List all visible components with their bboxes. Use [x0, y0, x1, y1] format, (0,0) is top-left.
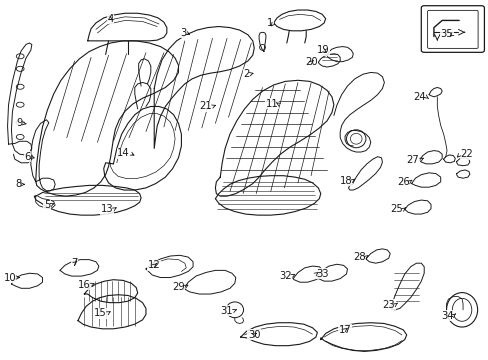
Text: 24: 24: [413, 92, 425, 102]
Text: 32: 32: [279, 271, 291, 281]
Text: 30: 30: [247, 330, 260, 340]
Text: 18: 18: [339, 176, 352, 186]
Text: 12: 12: [147, 260, 160, 270]
Text: 27: 27: [406, 155, 419, 165]
Text: 25: 25: [390, 204, 403, 215]
Text: 2: 2: [243, 69, 249, 79]
Text: 26: 26: [396, 177, 409, 187]
Text: 3: 3: [180, 28, 186, 38]
Text: 9: 9: [17, 118, 23, 128]
Text: 13: 13: [101, 204, 113, 215]
Text: 14: 14: [117, 148, 130, 158]
Text: 35: 35: [440, 29, 452, 39]
Text: 15: 15: [94, 309, 107, 318]
Text: 8: 8: [15, 179, 21, 189]
Text: 6: 6: [24, 152, 31, 162]
Text: 11: 11: [265, 99, 278, 109]
Text: 20: 20: [304, 57, 317, 67]
Text: 23: 23: [382, 300, 394, 310]
Text: 17: 17: [338, 325, 351, 335]
Text: 5: 5: [44, 200, 50, 210]
Text: 31: 31: [220, 306, 233, 316]
Text: 28: 28: [353, 252, 365, 262]
Text: 33: 33: [315, 269, 328, 279]
Text: 21: 21: [199, 102, 212, 112]
Text: 4: 4: [107, 14, 113, 24]
Text: 10: 10: [4, 273, 16, 283]
Text: 7: 7: [71, 258, 78, 268]
Text: 1: 1: [267, 18, 273, 28]
Text: 34: 34: [440, 311, 452, 320]
Text: 19: 19: [316, 45, 329, 55]
Text: 29: 29: [172, 282, 184, 292]
Text: 16: 16: [78, 280, 91, 290]
Text: 22: 22: [459, 149, 472, 159]
